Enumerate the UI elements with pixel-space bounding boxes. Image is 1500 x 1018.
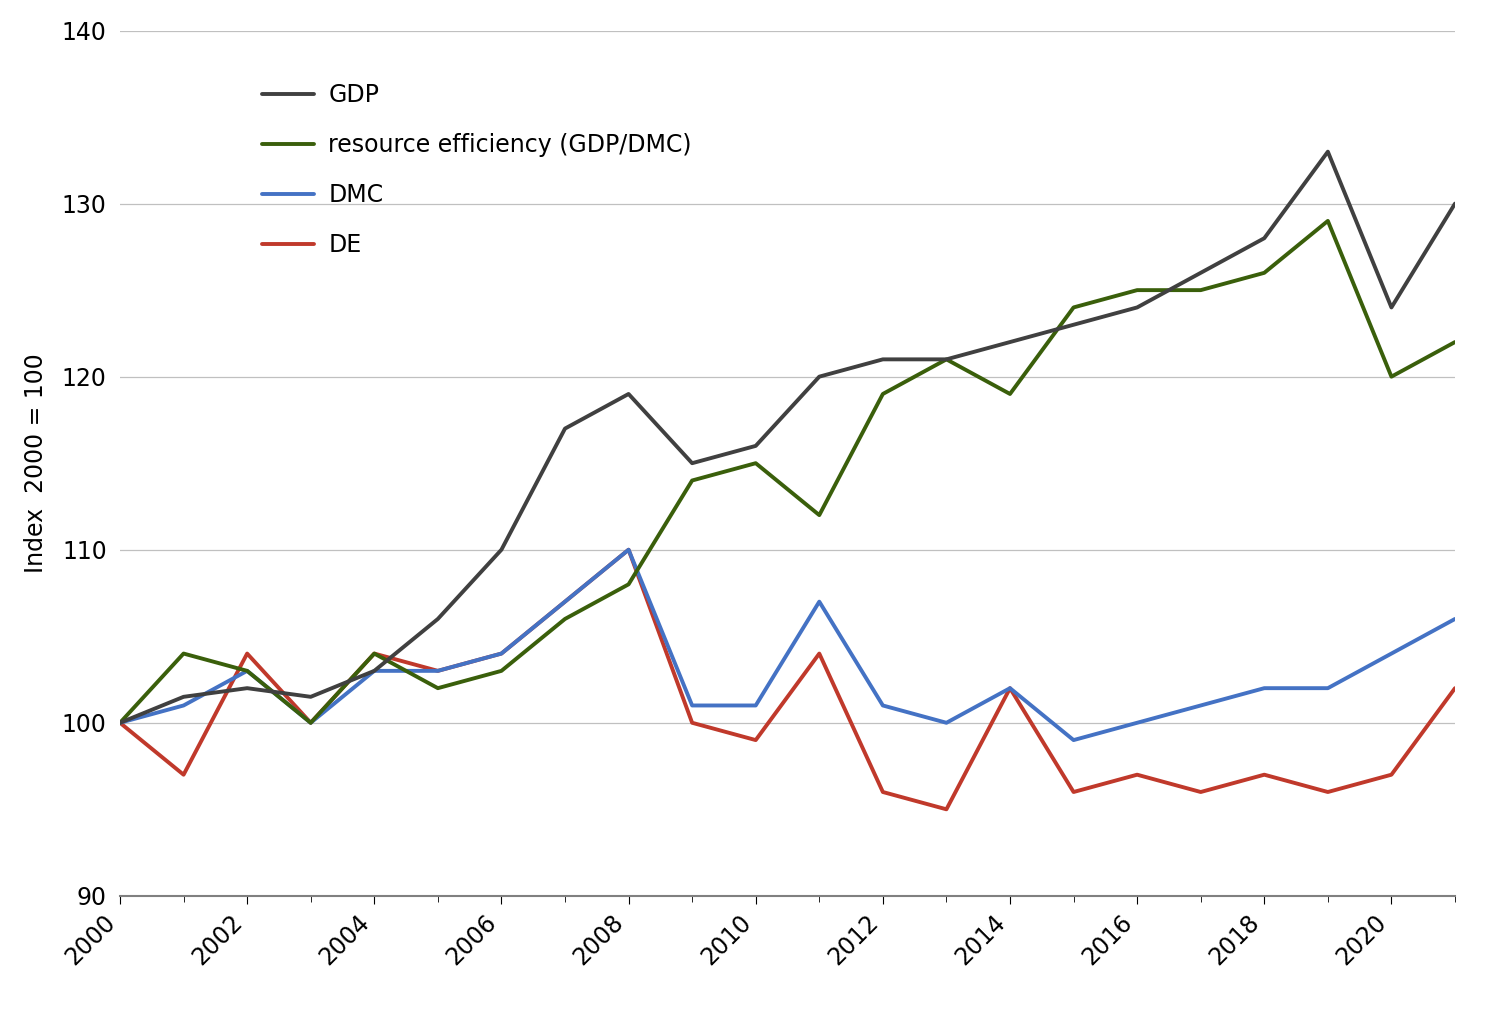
DE — [366, 647, 384, 660]
DMC — [1000, 682, 1018, 694]
GDP — [1256, 232, 1274, 244]
DE — [874, 786, 892, 798]
DMC — [620, 544, 638, 556]
DE — [429, 665, 447, 677]
GDP — [810, 371, 828, 383]
resource efficiency (GDP/DMC) — [492, 665, 510, 677]
Line: GDP: GDP — [120, 152, 1455, 723]
resource efficiency (GDP/DMC) — [366, 647, 384, 660]
resource efficiency (GDP/DMC) — [111, 717, 129, 729]
DE — [1383, 769, 1401, 781]
DMC — [366, 665, 384, 677]
GDP — [1383, 301, 1401, 314]
resource efficiency (GDP/DMC) — [429, 682, 447, 694]
DMC — [174, 699, 192, 712]
GDP — [1446, 197, 1464, 210]
Line: DE: DE — [120, 550, 1455, 809]
DMC — [111, 717, 129, 729]
resource efficiency (GDP/DMC) — [1318, 215, 1336, 227]
GDP — [1065, 319, 1083, 331]
DE — [302, 717, 320, 729]
Y-axis label: Index  2000 = 100: Index 2000 = 100 — [24, 353, 48, 573]
GDP — [682, 457, 700, 469]
resource efficiency (GDP/DMC) — [1446, 336, 1464, 348]
resource efficiency (GDP/DMC) — [238, 665, 256, 677]
resource efficiency (GDP/DMC) — [556, 613, 574, 625]
DMC — [492, 647, 510, 660]
resource efficiency (GDP/DMC) — [874, 388, 892, 400]
GDP — [302, 690, 320, 702]
DMC — [938, 717, 956, 729]
DE — [174, 769, 192, 781]
GDP — [492, 544, 510, 556]
DMC — [1191, 699, 1209, 712]
GDP — [1128, 301, 1146, 314]
GDP — [429, 613, 447, 625]
DMC — [874, 699, 892, 712]
resource efficiency (GDP/DMC) — [747, 457, 765, 469]
resource efficiency (GDP/DMC) — [1256, 267, 1274, 279]
DE — [1318, 786, 1336, 798]
GDP — [938, 353, 956, 365]
resource efficiency (GDP/DMC) — [302, 717, 320, 729]
DE — [938, 803, 956, 815]
DE — [492, 647, 510, 660]
DE — [1000, 682, 1018, 694]
GDP — [366, 665, 384, 677]
GDP — [1000, 336, 1018, 348]
DE — [1128, 769, 1146, 781]
Line: DMC: DMC — [120, 550, 1455, 740]
resource efficiency (GDP/DMC) — [620, 578, 638, 590]
DE — [682, 717, 700, 729]
DMC — [810, 596, 828, 608]
resource efficiency (GDP/DMC) — [174, 647, 192, 660]
GDP — [238, 682, 256, 694]
GDP — [1318, 146, 1336, 158]
Line: resource efficiency (GDP/DMC): resource efficiency (GDP/DMC) — [120, 221, 1455, 723]
DMC — [682, 699, 700, 712]
resource efficiency (GDP/DMC) — [1128, 284, 1146, 296]
resource efficiency (GDP/DMC) — [810, 509, 828, 521]
DMC — [1446, 613, 1464, 625]
DE — [111, 717, 129, 729]
resource efficiency (GDP/DMC) — [1383, 371, 1401, 383]
resource efficiency (GDP/DMC) — [1065, 301, 1083, 314]
DE — [1256, 769, 1274, 781]
GDP — [620, 388, 638, 400]
DMC — [1256, 682, 1274, 694]
DE — [556, 596, 574, 608]
DE — [1446, 682, 1464, 694]
DMC — [747, 699, 765, 712]
GDP — [174, 690, 192, 702]
DMC — [1065, 734, 1083, 746]
DMC — [1383, 647, 1401, 660]
GDP — [747, 440, 765, 452]
GDP — [111, 717, 129, 729]
DE — [238, 647, 256, 660]
DMC — [238, 665, 256, 677]
GDP — [556, 422, 574, 435]
DMC — [556, 596, 574, 608]
GDP — [1191, 267, 1209, 279]
resource efficiency (GDP/DMC) — [1191, 284, 1209, 296]
DE — [1065, 786, 1083, 798]
DE — [810, 647, 828, 660]
DMC — [1318, 682, 1336, 694]
DMC — [1128, 717, 1146, 729]
resource efficiency (GDP/DMC) — [1000, 388, 1018, 400]
Legend: GDP, resource efficiency (GDP/DMC), DMC, DE: GDP, resource efficiency (GDP/DMC), DMC,… — [238, 60, 716, 281]
resource efficiency (GDP/DMC) — [938, 353, 956, 365]
GDP — [874, 353, 892, 365]
DMC — [302, 717, 320, 729]
DE — [1191, 786, 1209, 798]
DE — [747, 734, 765, 746]
DE — [620, 544, 638, 556]
DMC — [429, 665, 447, 677]
resource efficiency (GDP/DMC) — [682, 474, 700, 487]
